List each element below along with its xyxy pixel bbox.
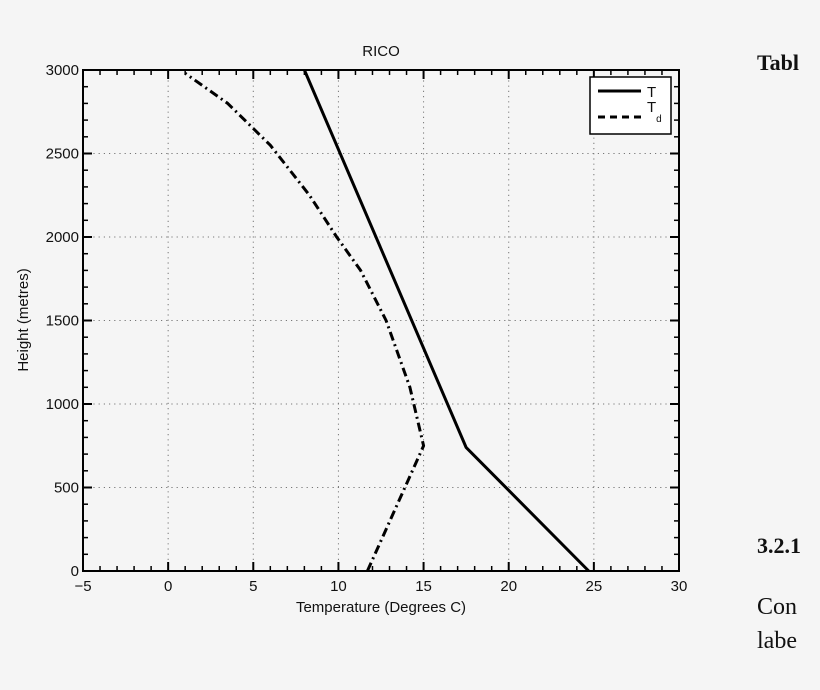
chart: −5 0 5 10 15 20 25 30 050010001500200025003000 … [15,43,687,616]
legend-label-t: T [647,84,656,101]
paragraph-fragment-2: labe [757,628,797,650]
y-tick-label: 3000 [46,62,79,79]
x-tick-label: 25 [586,578,603,595]
table-caption-fragment: Tabl [757,50,800,75]
paragraph-fragment-1: Con [757,594,798,620]
x-tick-label: 0 [164,578,172,595]
section-heading-fragment: 3.2.1 [757,533,801,558]
data-series [184,69,590,573]
y-axis-label: Height (metres) [15,268,32,371]
x-tick-label: 15 [415,578,432,595]
legend-box [589,76,672,135]
x-tick-label: 10 [330,578,347,595]
x-tick-label: −5 [74,578,91,595]
y-tick-labels: 0 500 1000 1500 2000 2500 3000 [46,62,79,580]
dewpoint-line [184,72,426,572]
y-tick-label: 1500 [46,313,79,330]
plot-frame [82,69,680,572]
legend-label-td: Td [647,99,662,125]
y-tick-label: 2000 [46,229,79,246]
x-tick-label: 5 [249,578,257,595]
x-tick-labels: −5 0 5 10 15 20 25 30 [74,578,687,595]
x-tick-label: 30 [671,578,688,595]
legend: T Td [589,76,672,135]
y-tick-label: 1000 [46,396,79,413]
y-tick-label: 500 [54,480,79,497]
temperature-line [303,69,590,573]
y-tick-label: 0 [71,563,79,580]
chart-title: RICO [362,43,400,60]
grid-lines [83,70,679,571]
y-tick-label: 2500 [46,146,79,163]
x-tick-label: 20 [500,578,517,595]
x-axis-label: Temperature (Degrees C) [296,599,466,616]
